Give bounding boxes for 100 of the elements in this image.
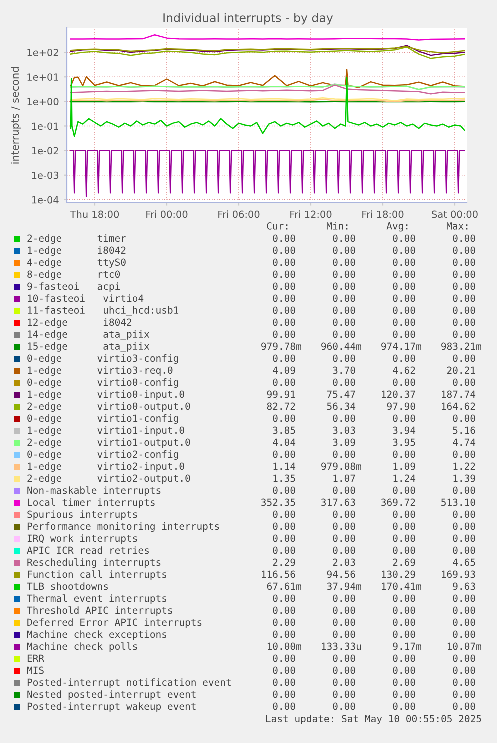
legend-label: Nested posted-interrupt event — [28, 690, 196, 700]
text: 0.00 — [273, 630, 296, 638]
text: 0.00 — [333, 354, 356, 362]
text: 0.00 — [453, 246, 476, 254]
text: 0.00 — [453, 294, 476, 302]
legend-label: Threshold APIC interrupts — [27, 606, 172, 616]
text: 0.00 — [453, 306, 476, 314]
text: 0.00 — [393, 294, 416, 302]
text: 0.00 — [333, 678, 356, 686]
y-tick-label: 1e+02 — [28, 49, 58, 56]
text: 4.04 — [273, 438, 296, 446]
text: 0.00 — [453, 330, 476, 338]
text: 0.00 — [453, 654, 476, 662]
text: 0.00 — [273, 666, 296, 674]
legend-label: Posted-interrupt notification event — [28, 678, 231, 688]
text: 0.00 — [333, 270, 356, 278]
text: 0.00 — [273, 246, 296, 254]
text: 0.00 — [393, 486, 416, 494]
text: 0.00 — [453, 606, 476, 614]
text: 0.00 — [333, 246, 356, 254]
text: 0.00 — [333, 654, 356, 662]
text: Max: — [446, 222, 468, 230]
text: 0.00 — [333, 702, 356, 710]
legend-label: Thermal event interrupts — [27, 594, 167, 604]
text: 983.21m — [442, 342, 482, 350]
text: 0.00 — [393, 354, 416, 362]
text: 0.00 — [393, 378, 416, 386]
text: 130.29 — [382, 570, 416, 578]
text: 0.00 — [273, 486, 296, 494]
text: 0.00 — [453, 270, 476, 278]
text: 979.78m — [262, 342, 302, 350]
text: 170.41m — [382, 582, 422, 590]
legend-label: Rescheduling interrupts — [28, 558, 161, 568]
text: 0.00 — [273, 258, 296, 266]
legend-label: Function call interrupts — [28, 570, 167, 580]
text: 1.14 — [274, 462, 296, 470]
text: Avg: — [386, 222, 408, 232]
text: 0.00 — [393, 234, 416, 242]
legend-label: Machine check polls — [27, 642, 138, 652]
text: 0.00 — [393, 330, 416, 338]
y-tick-label: 1e-02 — [32, 147, 58, 155]
text: 369.72 — [382, 498, 416, 506]
text: 0.00 — [453, 666, 476, 674]
text: 0.00 — [393, 702, 416, 710]
text: 1.39 — [454, 474, 476, 482]
legend-label: TLB shootdowns — [27, 582, 108, 590]
chart-title: Individual interrupts - by day — [164, 13, 334, 25]
text: 0.00 — [333, 510, 356, 518]
text: Min: — [326, 222, 348, 230]
text: 1.09 — [394, 462, 416, 470]
text: 0.00 — [333, 594, 356, 602]
text: 2.03 — [333, 558, 356, 566]
text: 0.00 — [333, 606, 356, 614]
text: 0.00 — [453, 678, 476, 686]
text: 0.00 — [273, 678, 296, 686]
legend-label: Machine check exceptions — [27, 630, 167, 640]
text: 3.95 — [393, 438, 416, 446]
legend-label: 1-edge virtio1-input.0 — [28, 426, 184, 436]
x-tick-label: Sat 00:00 — [432, 210, 478, 218]
text: 513.10 — [442, 498, 476, 506]
text: 67.61m — [267, 582, 302, 590]
legend-label: 0-edge virtio2-config — [28, 450, 178, 460]
text: 99.91 — [267, 390, 296, 398]
text: 4.62 — [393, 366, 416, 374]
legend-label: 12-edge i8042 — [28, 318, 132, 328]
text: 0.00 — [393, 246, 416, 254]
y-tick-label: 1e-03 — [32, 172, 59, 180]
text: 169.93 — [442, 570, 476, 578]
text: 0.00 — [273, 414, 296, 422]
text: 0.00 — [333, 234, 356, 242]
text: 3.03 — [333, 426, 356, 434]
line-series — [70, 46, 466, 60]
legend-label: 2-edge virtio2-output.0 — [28, 474, 190, 484]
text: 0.00 — [393, 258, 416, 266]
text: 82.72 — [267, 402, 296, 410]
text: 0.00 — [453, 534, 476, 542]
text: 3.09 — [333, 438, 356, 446]
legend-label: 1-edge virtio2-input.0 — [28, 462, 184, 472]
text: 0.00 — [273, 594, 296, 602]
legend-label: 1-edge i8042 — [28, 246, 126, 256]
text: 0.00 — [333, 258, 356, 266]
line-series — [70, 46, 466, 54]
text: 0.00 — [273, 606, 296, 614]
text: 2.29 — [273, 558, 296, 566]
legend-label: APIC ICR read retries — [27, 546, 149, 554]
legend-label: 10-fasteoi virtio4 — [28, 294, 144, 302]
y-tick-label: 1e+01 — [28, 74, 58, 81]
text: 3.85 — [273, 426, 296, 434]
text: 1.22 — [454, 462, 476, 470]
text: 0.00 — [453, 378, 476, 386]
text: 0.00 — [453, 522, 476, 530]
x-tick-label: Thu 18:00 — [70, 210, 120, 218]
legend-label: 11-fasteoi uhci_hcd:usb1 — [28, 306, 179, 316]
legend-label: 9-fasteoi acpi — [28, 282, 120, 292]
text: 0.00 — [273, 702, 296, 710]
legend-label: 2-edge virtio1-output.0 — [28, 438, 190, 448]
text: 187.74 — [442, 390, 476, 398]
text: 352.35 — [262, 498, 296, 506]
text: 0.00 — [453, 594, 476, 602]
text: 9.63 — [453, 582, 476, 590]
